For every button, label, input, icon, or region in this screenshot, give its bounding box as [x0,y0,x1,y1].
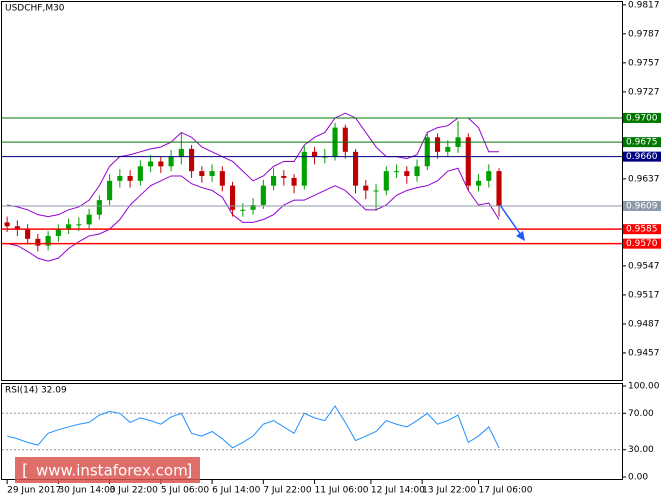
candle-body [209,171,215,176]
level-label-box [623,137,661,148]
y-tick-label: 0.9517 [628,290,660,300]
candle-body [66,224,72,230]
candle-body [240,209,246,211]
level-label-box [623,224,661,235]
candle-body [445,146,451,152]
candle-body [107,180,113,201]
y-tick-label: 0.9817 [628,0,660,10]
rsi-frame [1,383,623,480]
bollinger-lower [7,167,500,262]
y-tick-label: 0.9637 [628,174,660,184]
y-tick-label: 0.00 [628,473,648,483]
candle-body [281,175,287,178]
level-label-box [623,238,661,249]
level-label: 0.9660 [626,152,658,162]
candle-body [4,222,10,227]
watermark-box [15,457,200,483]
candle-body [45,235,51,246]
candle-body [301,151,307,186]
price-frame [1,1,623,381]
candle-body [434,137,441,152]
candle-body [55,229,61,236]
candle-body [178,148,184,157]
candle-body [373,190,379,192]
candle-body [158,161,164,167]
level-label-box [623,200,661,211]
candle-body [219,171,225,186]
y-tick-label: 0.9547 [628,261,660,271]
candle-body [414,166,420,176]
candle-body [189,148,195,172]
candle-body [168,156,174,167]
x-tick-label: 12 Jul 14:00 [371,486,425,496]
watermark: www.instaforex.com [36,462,188,480]
candle-body [352,151,359,186]
candle-body [393,171,400,173]
candle-body [148,161,154,167]
y-tick-label: 0.9457 [628,348,660,358]
x-tick-label: 6 Jul 14:00 [212,486,261,496]
x-tick-label: 29 Jun 2017 [7,486,61,496]
chart-title: USDCHF,M30 [5,4,65,14]
candle-body [25,229,31,239]
candle-body [14,226,20,230]
candle-body [496,171,502,206]
candle-body [486,171,492,181]
y-tick-label: 0.9757 [628,58,660,68]
candle-body [363,185,369,191]
watermark-bracket: [ [22,461,28,480]
forecast-arrow [499,204,524,239]
x-tick-label: 13 Jul 22:00 [422,486,476,496]
level-label-box [623,151,661,162]
candle-body [96,200,102,215]
rsi-line [6,405,500,449]
candle-body [383,171,389,191]
candle-body [342,127,348,152]
candle-body [271,175,277,186]
y-tick-label: 0.9727 [628,87,660,97]
y-tick-label: 100.00 [628,382,660,392]
candle-body [250,204,256,210]
candle-body [76,224,82,226]
y-tick-label: 0.9787 [628,29,660,39]
y-tick-label: 30.00 [628,445,654,455]
candle-body [35,238,41,246]
x-tick-label: 30 Jun 14:00 [58,486,115,496]
candle-body [465,137,471,186]
candle-body [475,180,482,186]
level-label: 0.9700 [626,113,658,123]
arrow-head [516,231,525,241]
x-tick-label: 7 Jul 22:00 [263,486,312,496]
x-tick-label: 3 Jul 22:00 [110,486,159,496]
level-label: 0.9609 [626,201,658,211]
candle-body [260,185,266,205]
bollinger-upper [7,112,500,218]
level-label: 0.9585 [626,225,658,235]
watermark-bracket: ] [186,461,192,480]
x-tick-label: 11 Jul 06:00 [315,486,369,496]
candle-body [404,171,410,176]
rsi-title: RSI(14) 32.09 [5,386,67,396]
candle-body [117,175,123,181]
candle-body [230,185,236,210]
level-label: 0.9675 [626,138,658,148]
candle-body [199,171,205,176]
candle-body [291,177,297,186]
y-tick-label: 0.9487 [628,319,660,329]
level-label: 0.9570 [626,239,658,249]
candle-body [127,175,133,181]
y-tick-label: 70.00 [628,409,654,419]
candle-body [424,137,430,167]
candle-body [137,166,143,181]
x-tick-label: 5 Jul 06:00 [161,486,210,496]
candle-body [86,214,92,225]
level-label-box [623,112,661,123]
candle-body [312,151,318,157]
x-tick-label: 17 Jul 06:00 [479,486,533,496]
